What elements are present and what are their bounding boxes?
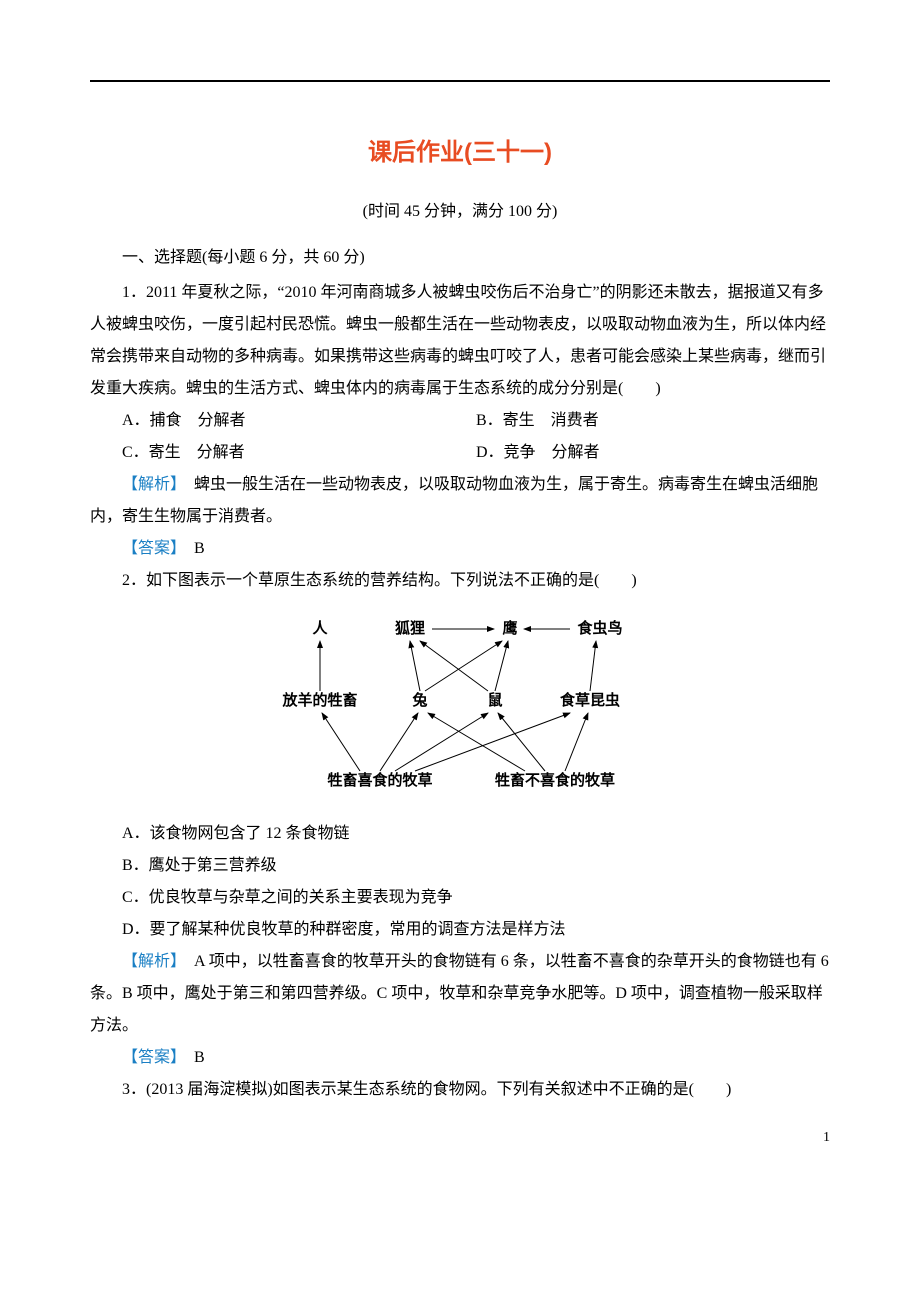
section-heading: 一、选择题(每小题 6 分，共 60 分) [90,243,830,267]
q2-option-c: C．优良牧草与杂草之间的关系主要表现为竞争 [90,882,830,914]
q1-options-row1: A．捕食 分解者 B．寄生 消费者 [90,405,830,437]
node-shu: 鼠 [487,691,502,709]
q1-answer: 【答案】 B [90,533,830,565]
q2-analysis-text: A 项中，以牲畜喜食的牧草开头的食物链有 6 条，以牲畜不喜食的杂草开头的食物链… [90,953,829,1034]
node-tu: 兔 [411,691,427,709]
doc-subtitle: (时间 45 分钟，满分 100 分) [90,197,830,221]
node-ying: 鹰 [502,619,517,637]
q2-stem: 2．如下图表示一个草原生态系统的营养结构。下列说法不正确的是( ) [90,565,830,597]
node-shicaokunchong: 食草昆虫 [560,691,620,709]
q2-answer: 【答案】 B [90,1042,830,1074]
q1-option-c: C．寄生 分解者 [122,437,476,469]
q2-option-b: B．鹰处于第三营养级 [90,850,830,882]
q2-option-d: D．要了解某种优良牧草的种群密度，常用的调查方法是样方法 [90,914,830,946]
q1-option-d: D．竞争 分解者 [476,437,830,469]
analysis-label: 【解析】 [122,476,178,493]
answer-label: 【答案】 [122,540,178,557]
analysis-label: 【解析】 [122,953,178,970]
q1-analysis-text: 蜱虫一般生活在一些动物表皮，以吸取动物血液为生，属于寄生。病毒寄生在蜱虫活细胞内… [90,476,818,525]
food-web-svg: 人 狐狸 鹰 食虫鸟 放羊的牲畜 兔 鼠 食草昆虫 牲畜喜食的牧草 牲畜不喜食的… [270,615,650,795]
top-rule [90,80,830,82]
q2-option-a: A．该食物网包含了 12 条食物链 [90,818,830,850]
q3-stem: 3．(2013 届海淀模拟)如图表示某生态系统的食物网。下列有关叙述中不正确的是… [90,1074,830,1106]
page-number: 1 [823,1130,830,1146]
node-mucao-like: 牲畜喜食的牧草 [327,771,432,789]
food-web-diagram: 人 狐狸 鹰 食虫鸟 放羊的牲畜 兔 鼠 食草昆虫 牲畜喜食的牧草 牲畜不喜食的… [90,615,830,800]
node-shengchu: 放羊的牲畜 [281,691,357,709]
doc-title: 课后作业(三十一) [90,132,830,167]
q1-stem: 1．2011 年夏秋之际，“2010 年河南商城多人被蜱虫咬伤后不治身亡”的阴影… [90,277,830,405]
q1-answer-text: B [178,540,205,557]
q2-answer-text: B [178,1049,205,1066]
node-ren: 人 [312,620,328,637]
node-shichongniao: 食虫鸟 [577,619,622,637]
answer-label: 【答案】 [122,1049,178,1066]
node-mucao-dislike: 牲畜不喜食的牧草 [495,771,615,789]
q2-analysis: 【解析】 A 项中，以牲畜喜食的牧草开头的食物链有 6 条，以牲畜不喜食的杂草开… [90,946,830,1042]
q1-options-row2: C．寄生 分解者 D．竞争 分解者 [90,437,830,469]
node-huli: 狐狸 [395,619,425,637]
page: 课后作业(三十一) (时间 45 分钟，满分 100 分) 一、选择题(每小题 … [0,0,920,1166]
q1-analysis: 【解析】 蜱虫一般生活在一些动物表皮，以吸取动物血液为生，属于寄生。病毒寄生在蜱… [90,469,830,533]
q1-option-a: A．捕食 分解者 [122,405,476,437]
q1-option-b: B．寄生 消费者 [476,405,830,437]
